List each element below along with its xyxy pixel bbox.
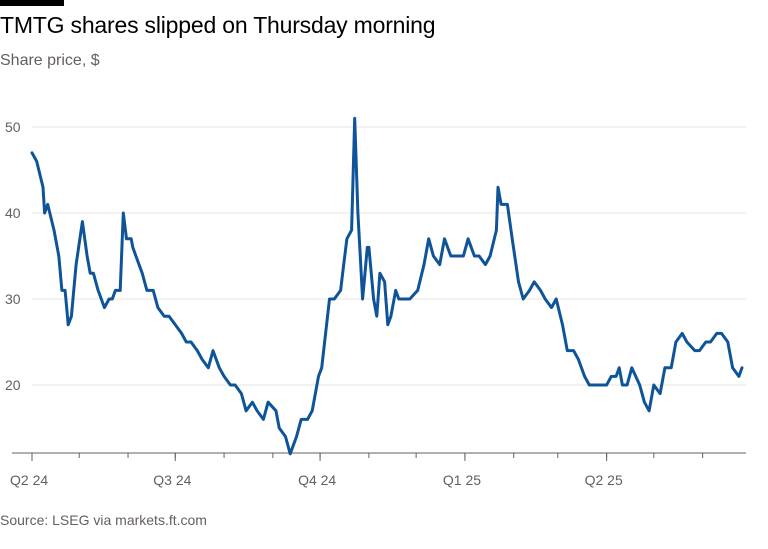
x-tick-label: Q3 24 [153, 472, 191, 488]
chart-title: TMTG shares slipped on Thursday morning [0, 12, 436, 38]
grid-lines [32, 126, 746, 386]
brand-bar [0, 0, 64, 6]
y-tick-label: 40 [5, 205, 21, 221]
x-axis: Q2 24 Q3 24 Q4 24 Q1 25 Q2 25 [10, 452, 746, 488]
y-tick-label: 20 [5, 377, 21, 393]
y-axis: 20 30 40 50 [5, 119, 21, 393]
y-tick-label: 50 [5, 119, 21, 135]
x-tick-label: Q4 24 [298, 472, 336, 488]
x-tick-label: Q2 25 [585, 472, 623, 488]
line-chart: 20 30 40 50 Q2 24 Q3 24 Q4 24 Q1 25 Q2 25 [5, 116, 746, 488]
x-tick-label: Q1 25 [443, 472, 481, 488]
chart-subtitle: Share price, $ [0, 52, 100, 69]
share-price-line [30, 116, 744, 456]
x-tick-label: Q2 24 [10, 472, 48, 488]
y-tick-label: 30 [5, 291, 21, 307]
source-note: Source: LSEG via markets.ft.com [0, 512, 207, 528]
